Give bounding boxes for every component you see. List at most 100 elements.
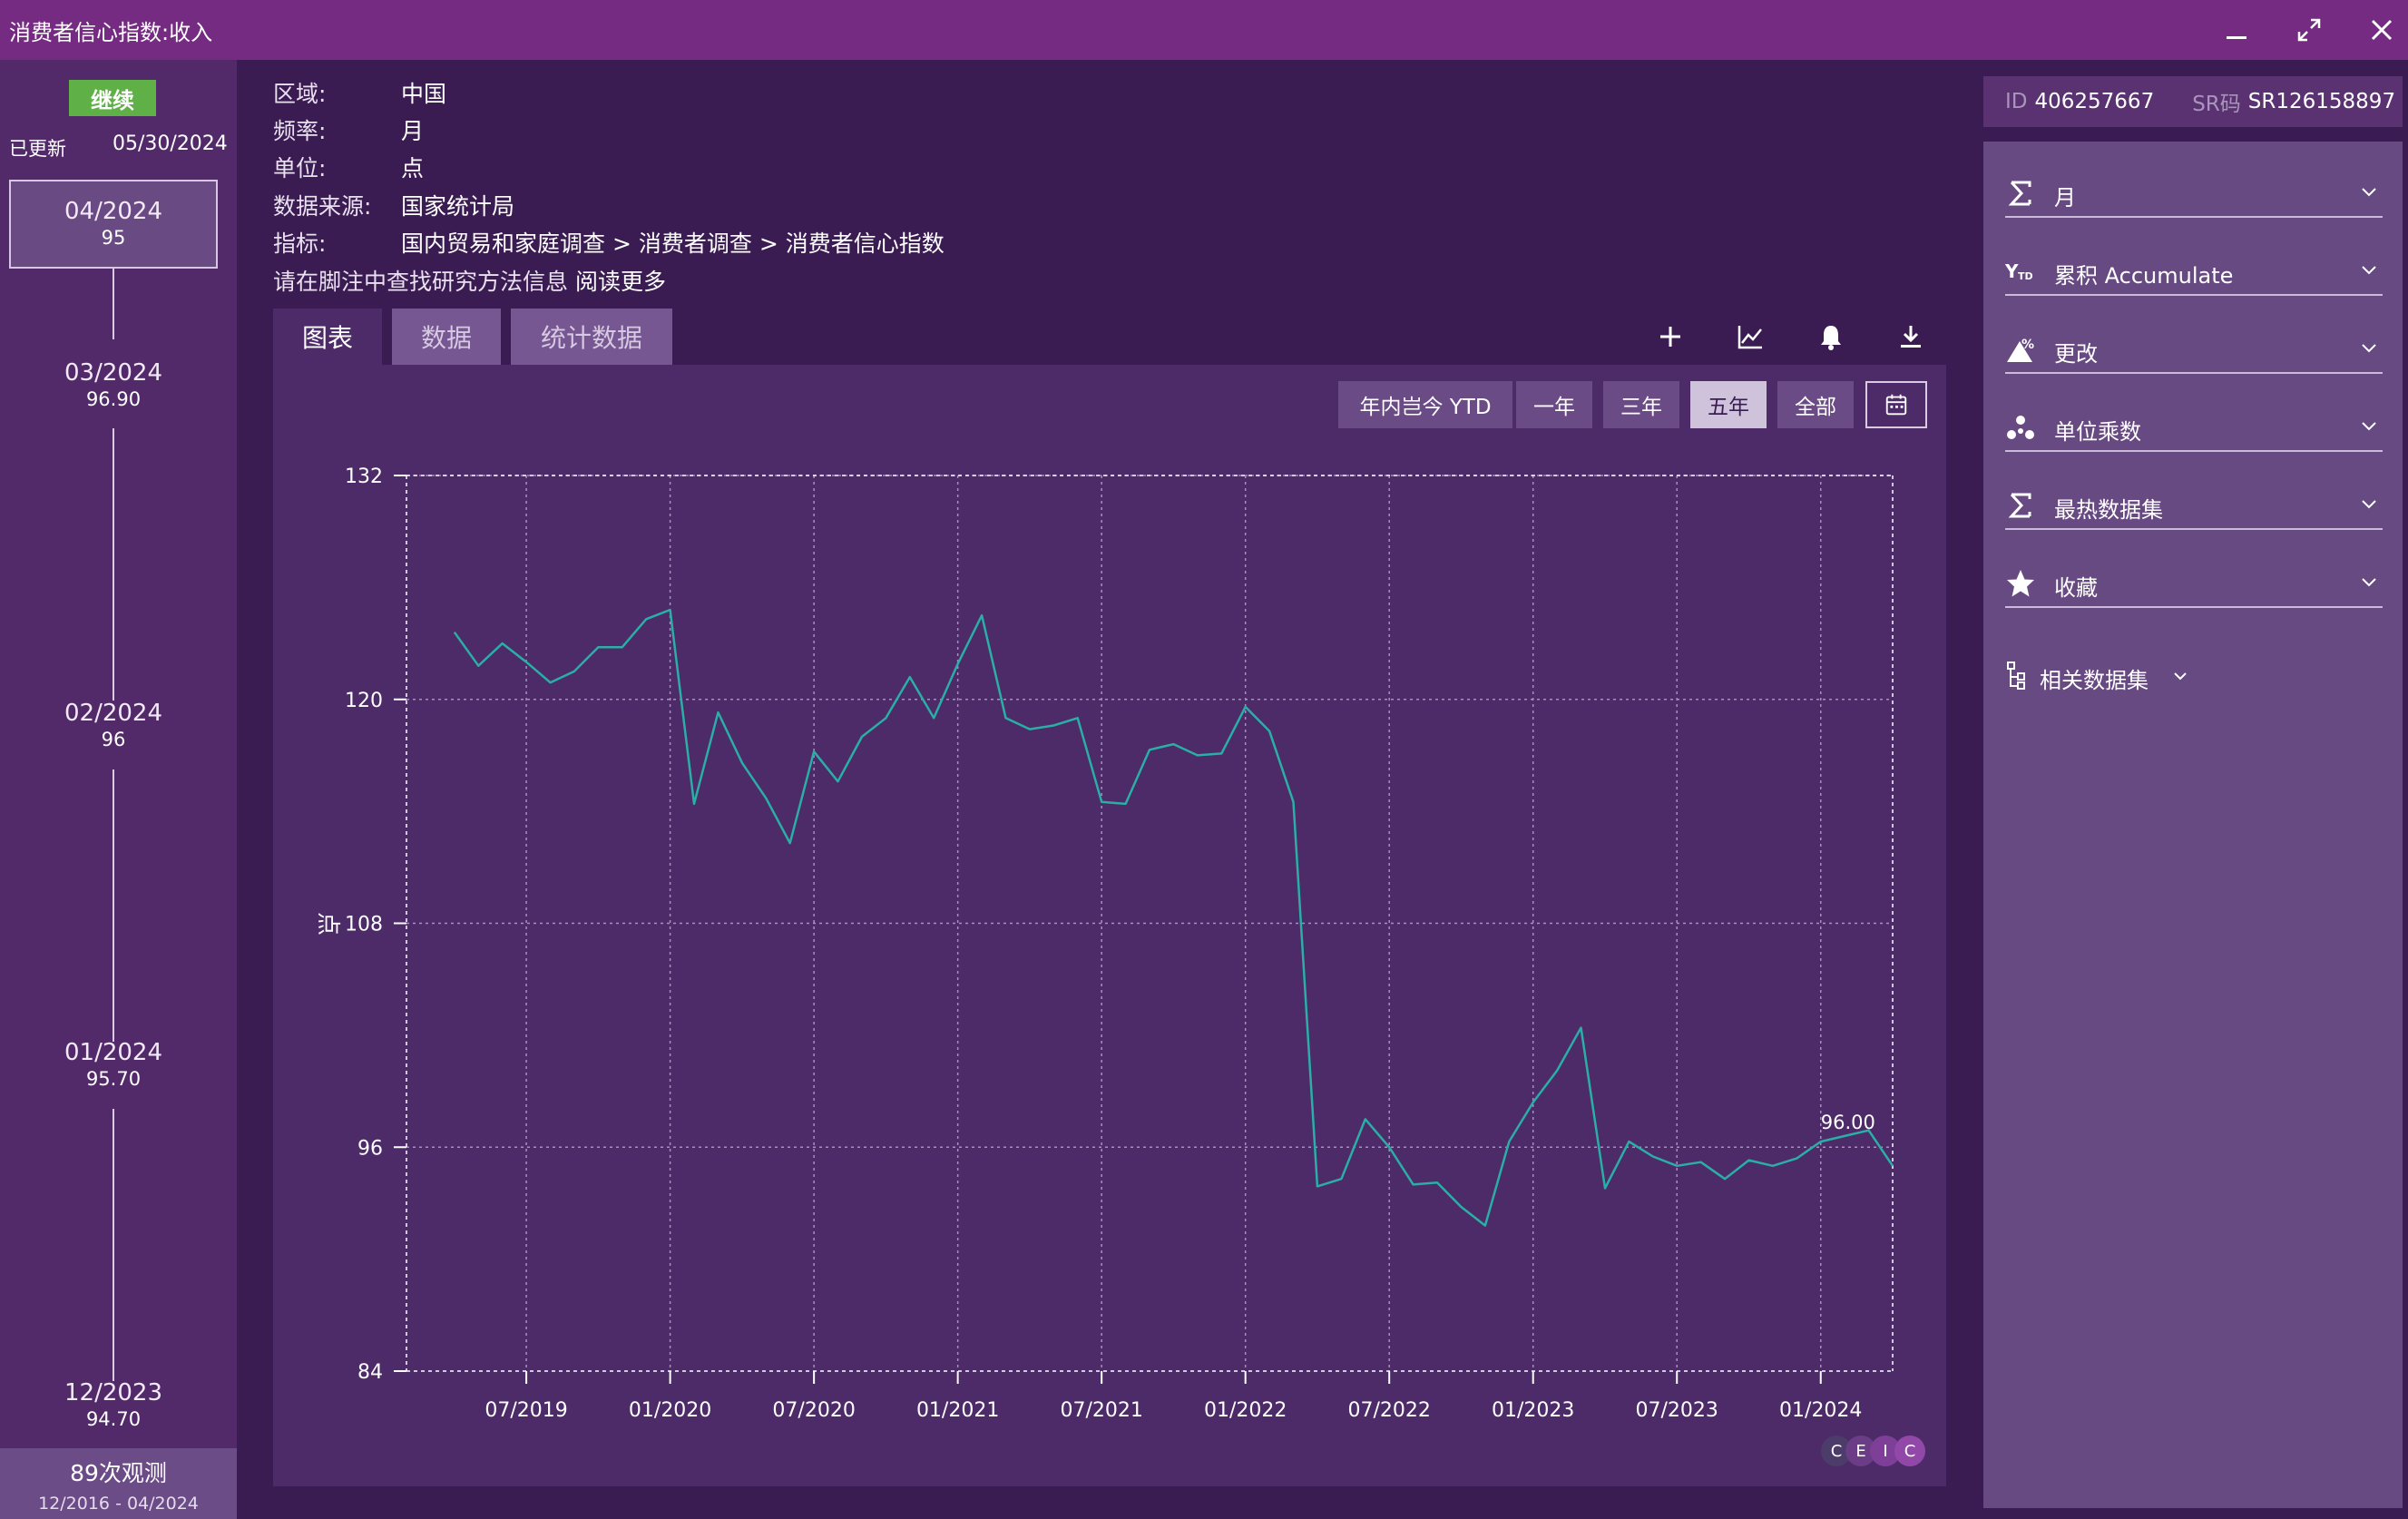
hot-datasets-dropdown[interactable]: 最热数据集 <box>2005 479 2383 530</box>
series-line <box>453 608 1894 1227</box>
tab-statistics[interactable]: 统计数据 <box>511 309 672 365</box>
sr-label: SR码 <box>2192 93 2241 116</box>
title-bar: 消费者信心指数:收入 <box>0 0 2408 60</box>
timeline-date: 02/2024 <box>64 700 162 727</box>
expand-icon[interactable] <box>2286 7 2332 53</box>
read-more-link[interactable]: 阅读更多 <box>574 269 666 295</box>
accumulate-dropdown[interactable]: Y TD 累积 Accumulate <box>2005 245 2383 296</box>
minimize-icon[interactable] <box>2214 7 2259 53</box>
range-5y-button[interactable]: 五年 <box>1690 381 1767 428</box>
y-tick-label: 96 <box>357 1137 383 1160</box>
timeline-date: 01/2024 <box>64 1039 162 1066</box>
option-label: 月 <box>2054 185 2076 211</box>
chevron-down-icon <box>2362 422 2376 431</box>
timeline-item[interactable]: 02/2024 96 <box>9 700 218 750</box>
frequency-dropdown[interactable]: 月 <box>2005 167 2383 218</box>
range-1y-button[interactable]: 一年 <box>1516 381 1592 428</box>
region-label: 区域: <box>273 81 327 107</box>
unit-label: 单位: <box>273 155 327 181</box>
y-tick-label: 132 <box>345 466 383 488</box>
x-tick-label: 07/2023 <box>1636 1399 1718 1422</box>
tree-icon <box>2007 662 2025 690</box>
option-label: 单位乘数 <box>2054 419 2141 445</box>
x-tick-label: 01/2021 <box>916 1399 999 1422</box>
option-label: 最热数据集 <box>2054 497 2163 523</box>
svg-text:TD: TD <box>2018 270 2033 282</box>
sigma-icon <box>2008 181 2031 206</box>
chevron-down-icon <box>2362 578 2376 587</box>
options-panel: 月 Y TD 累积 Accumulate % 更改 单位乘数 最热数据集 收藏 <box>1983 142 2403 1508</box>
favorites-dropdown[interactable]: 收藏 <box>2005 557 2383 608</box>
timeline-item[interactable]: 04/2024 95 <box>9 180 218 269</box>
timeline-connector <box>113 269 114 339</box>
timeline-item[interactable]: 03/2024 96.90 <box>9 359 218 410</box>
tab-chart[interactable]: 图表 <box>273 309 382 365</box>
footnote-text: 请在脚注中查找研究方法信息 <box>273 269 569 295</box>
observations-count: 89次观测 <box>70 1460 167 1486</box>
percent-change-icon: % <box>2007 338 2034 362</box>
x-tick-label: 01/2023 <box>1492 1399 1574 1422</box>
breadcrumb-separator: > <box>759 230 778 257</box>
range-3y-button[interactable]: 三年 <box>1603 381 1679 428</box>
source-label: 数据来源: <box>273 193 372 220</box>
svg-text:Y: Y <box>2005 260 2019 282</box>
bell-icon[interactable] <box>1812 318 1850 356</box>
frequency-value: 月 <box>401 118 425 144</box>
continue-button[interactable]: 继续 <box>69 80 156 116</box>
timeline-value: 95 <box>101 227 126 249</box>
tab-data[interactable]: 数据 <box>392 309 501 365</box>
sigma-icon <box>2008 493 2031 518</box>
updated-date: 05/30/2024 <box>113 132 228 155</box>
related-datasets-label: 相关数据集 <box>2040 668 2149 693</box>
id-value: 406257667 <box>2034 90 2155 113</box>
breadcrumb-item[interactable]: 国内贸易和家庭调查 <box>401 230 606 257</box>
x-tick-label: 07/2021 <box>1060 1399 1142 1422</box>
updated-label: 已更新 <box>9 138 66 160</box>
close-icon[interactable] <box>2359 7 2404 53</box>
y-tick-label: 108 <box>345 914 383 936</box>
timeline-item[interactable]: 01/2024 95.70 <box>9 1039 218 1090</box>
timeline-value: 94.70 <box>85 1408 142 1430</box>
chevron-down-icon <box>2362 266 2376 275</box>
chevron-down-icon <box>2174 672 2187 681</box>
option-label: 累积 Accumulate <box>2054 263 2234 289</box>
ceic-logo-letter: I <box>1870 1436 1901 1466</box>
chart-panel <box>273 365 1946 1486</box>
chevron-down-icon <box>2362 344 2376 353</box>
y-tick-label: 84 <box>357 1361 383 1384</box>
breadcrumb-item[interactable]: 消费者调查 <box>638 230 752 257</box>
x-tick-label: 01/2024 <box>1779 1399 1862 1422</box>
range-all-button[interactable]: 全部 <box>1777 381 1854 428</box>
timeline-date: 12/2023 <box>64 1379 162 1406</box>
unit-value: 点 <box>401 155 425 181</box>
frequency-label: 频率: <box>273 118 327 144</box>
observations-range: 12/2016 - 04/2024 <box>38 1494 199 1514</box>
line-chart[interactable]: 84 96 108 120 132 07/2019 01/2020 07/2020 01/202… <box>273 436 1946 1434</box>
timeline-date: 03/2024 <box>64 359 162 387</box>
y-axis-label: 点 <box>314 912 341 936</box>
download-icon[interactable] <box>1892 318 1930 356</box>
timeline-value: 95.70 <box>85 1068 142 1090</box>
chart-type-icon[interactable] <box>1731 318 1769 356</box>
option-label: 更改 <box>2054 341 2098 367</box>
calendar-icon <box>1885 394 1907 416</box>
calendar-button[interactable] <box>1865 381 1927 428</box>
x-tick-label: 07/2022 <box>1347 1399 1430 1422</box>
option-label: 收藏 <box>2054 575 2098 601</box>
ytd-icon: Y TD <box>2005 260 2033 282</box>
breadcrumb-item[interactable]: 消费者信心指数 <box>785 230 945 257</box>
unit-multiplier-dropdown[interactable]: 单位乘数 <box>2005 401 2383 452</box>
add-icon[interactable] <box>1651 318 1689 356</box>
observation-sidebar: 继续 已更新 05/30/2024 04/2024 95 03/2024 96.… <box>0 60 237 1519</box>
range-ytd-button[interactable]: 年内岂今 YTD <box>1338 381 1512 428</box>
change-dropdown[interactable]: % 更改 <box>2005 323 2383 374</box>
timeline-connector <box>113 769 114 1042</box>
x-tick-label: 07/2019 <box>485 1399 567 1422</box>
timeline-value: 96.90 <box>85 388 142 410</box>
unit-multiplier-icon <box>2007 416 2034 439</box>
x-tick-label: 07/2020 <box>772 1399 855 1422</box>
indicator-breadcrumb: 国内贸易和家庭调查 > 消费者调查 > 消费者信心指数 <box>401 226 945 259</box>
breadcrumb-separator: > <box>612 230 631 257</box>
ceic-logo-letter: C <box>1894 1436 1925 1466</box>
timeline-item[interactable]: 12/2023 94.70 <box>9 1379 218 1430</box>
